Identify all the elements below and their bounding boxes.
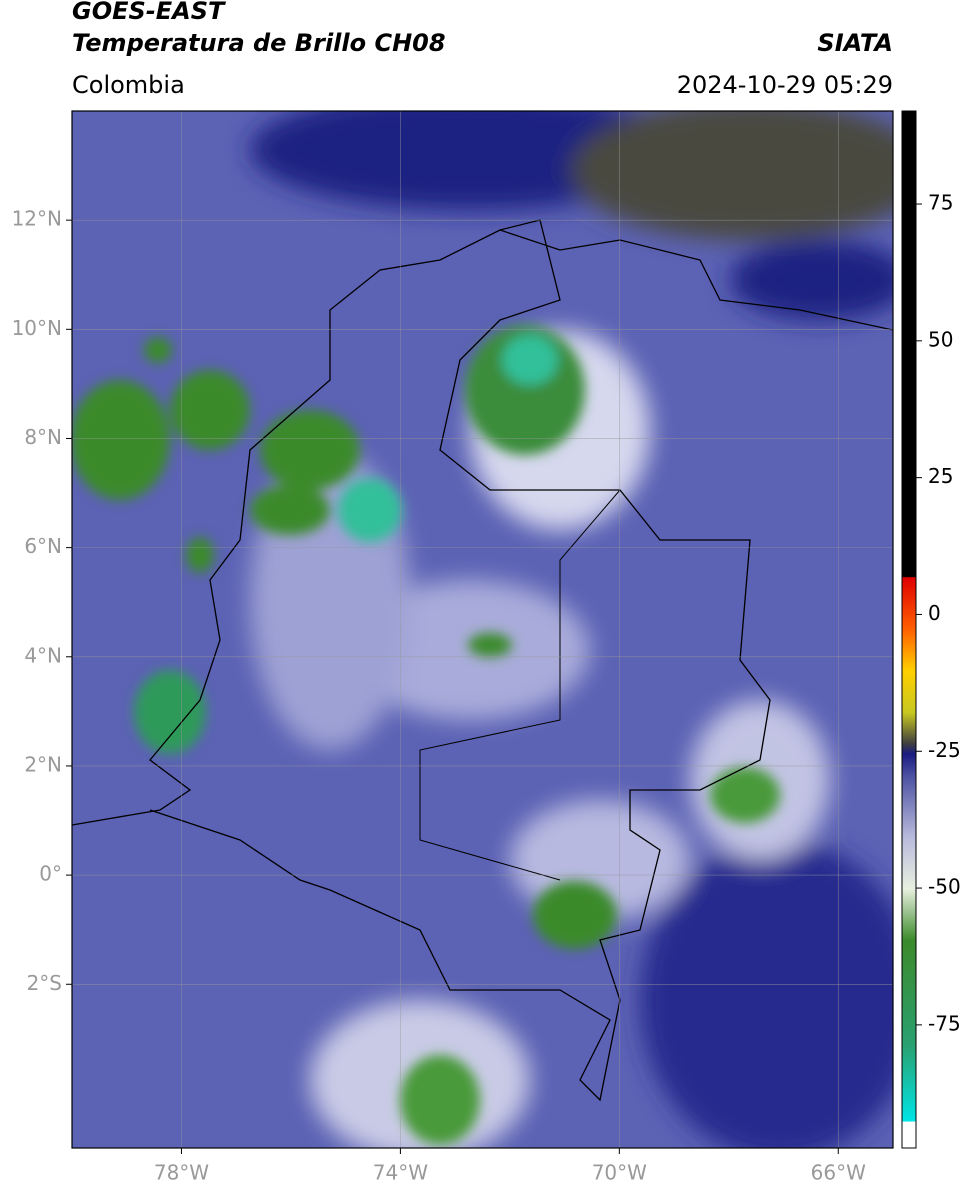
region: Colombia	[72, 71, 185, 99]
x-tick-label: 74°W	[373, 1161, 428, 1185]
colorbar-tick-label: -50	[928, 875, 961, 899]
colorbar	[901, 110, 917, 1149]
y-tick-label: 2°S	[27, 971, 62, 995]
y-tick-label: 10°N	[12, 316, 62, 340]
colorbar-tick-label: -25	[928, 738, 961, 762]
colorbar-tick-label: 0	[928, 601, 941, 625]
graticule	[72, 111, 893, 1148]
x-tick-label: 70°W	[592, 1161, 647, 1185]
y-tick-label: 8°N	[24, 425, 62, 449]
y-tick-label: 0°	[39, 862, 62, 886]
colorbar-tick-label: 50	[928, 327, 953, 351]
map-frame	[71, 110, 894, 1149]
x-tick-label: 78°W	[154, 1161, 209, 1185]
y-tick-label: 12°N	[12, 207, 62, 231]
x-tick-label: 66°W	[811, 1161, 866, 1185]
datetime: 2024-10-29 05:29	[677, 71, 893, 99]
y-tick-label: 2°N	[24, 752, 62, 776]
colorbar-tick-label: 25	[928, 464, 953, 488]
y-tick-label: 4°N	[24, 643, 62, 667]
colorbar-tick-label: 75	[928, 191, 953, 215]
source: SIATA	[817, 29, 893, 57]
satellite-image	[72, 111, 893, 1148]
title: GOES-EAST	[72, 0, 226, 25]
subtitle: Temperatura de Brillo CH08	[72, 29, 446, 57]
y-tick-label: 6°N	[24, 534, 62, 558]
colorbar-tick-label: -75	[928, 1011, 961, 1035]
